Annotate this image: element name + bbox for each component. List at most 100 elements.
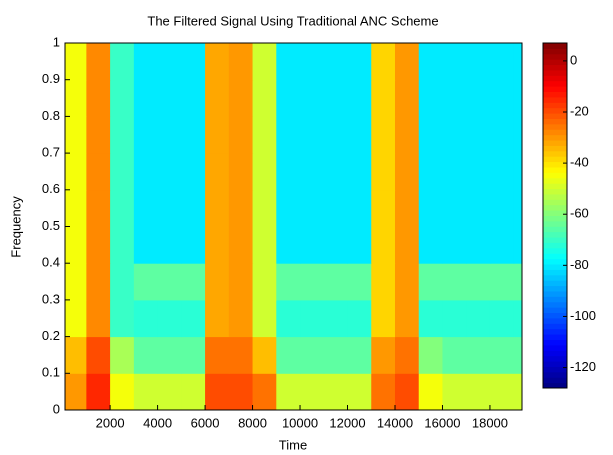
heat-cell (394, 373, 420, 411)
heat-cell (489, 79, 515, 117)
heat-cell (300, 263, 325, 301)
colorbar-swatch (543, 113, 567, 119)
heat-cell (323, 336, 349, 374)
heat-cell (466, 373, 491, 411)
heat-cell (65, 189, 87, 227)
heat-cell (181, 226, 206, 264)
x-tick-label: 4000 (143, 415, 172, 430)
heat-cell (489, 153, 515, 191)
heat-cell (323, 263, 349, 301)
colorbar-swatch (543, 301, 567, 308)
colorbar-swatch (543, 290, 567, 297)
heat-cell (442, 299, 467, 338)
colorbar-swatch (543, 129, 567, 136)
colorbar-swatch (543, 183, 567, 190)
colorbar-swatch (543, 69, 567, 76)
x-tick-label: 8000 (238, 415, 267, 430)
heat-cell (110, 373, 135, 411)
heat-cell (371, 373, 396, 411)
colorbar-swatch (543, 118, 567, 125)
y-tick-label: 0.9 (42, 71, 60, 86)
x-tick-label: 10000 (282, 415, 318, 430)
colorbar-swatch (543, 123, 567, 130)
heat-cell (110, 153, 135, 191)
heat-cell (323, 153, 349, 191)
colorbar-tick-label: -40 (570, 155, 589, 170)
heat-cell (228, 373, 254, 411)
heat-cell (513, 226, 523, 264)
heat-cell (65, 373, 87, 411)
heat-cell (489, 226, 515, 264)
heat-cell (371, 116, 396, 154)
heat-cell (300, 116, 325, 154)
colorbar-swatch (543, 210, 567, 216)
heat-cell (347, 79, 372, 117)
colorbar-swatch (543, 371, 567, 378)
heat-cell (205, 153, 230, 191)
colorbar-swatch (543, 344, 567, 351)
heat-cell (86, 226, 111, 264)
heat-cell (133, 43, 159, 81)
heat-cell (228, 189, 254, 227)
heat-cell (394, 263, 420, 301)
heat-cell (276, 226, 301, 264)
colorbar-tick-label: -120 (570, 359, 596, 374)
heat-cell (228, 43, 254, 81)
heat-cell (323, 373, 349, 411)
colorbar-swatch (543, 59, 567, 66)
heat-cell (157, 116, 182, 154)
heat-cell (181, 336, 206, 374)
heat-cell (300, 226, 325, 264)
heat-cell (86, 336, 111, 374)
heat-cell (133, 189, 159, 227)
heat-cell (371, 226, 396, 264)
heat-cell (347, 373, 372, 411)
colorbar-swatch (543, 285, 567, 292)
x-tick-label: 14000 (377, 415, 413, 430)
colorbar-tick-label: -80 (570, 257, 589, 272)
heat-cell (133, 336, 159, 374)
heat-cell (133, 373, 159, 411)
heat-cell (86, 373, 111, 411)
heat-cell (513, 43, 523, 81)
heat-cell (276, 263, 301, 301)
heat-cell (489, 299, 515, 338)
colorbar-swatch (543, 193, 567, 200)
heat-cell (65, 153, 87, 191)
heat-cell (466, 189, 491, 227)
heat-cell (371, 79, 396, 117)
heat-cell (442, 43, 467, 81)
heat-cell (65, 226, 87, 264)
heat-cell (371, 189, 396, 227)
heat-cell (110, 299, 135, 338)
heat-cell (347, 116, 372, 154)
y-tick-label: 0.5 (42, 218, 60, 233)
heat-cell (442, 116, 467, 154)
colorbar-swatch (543, 53, 567, 60)
heat-cell (205, 189, 230, 227)
heat-cell (442, 189, 467, 227)
heat-cell (181, 189, 206, 227)
colorbar-swatch (543, 307, 567, 314)
heat-cell (252, 79, 277, 117)
heat-cell (228, 299, 254, 338)
heat-cell (205, 299, 230, 338)
heat-cell (347, 226, 372, 264)
colorbar-swatch (543, 296, 567, 303)
heat-cell (181, 116, 206, 154)
heat-cell (513, 189, 523, 227)
colorbar-swatch (543, 242, 567, 249)
colorbar-swatch (543, 91, 567, 98)
heat-cell (252, 43, 277, 81)
heat-cell (347, 336, 372, 374)
heat-cell (276, 299, 301, 338)
heat-cell (323, 299, 349, 338)
colorbar-swatch (543, 220, 567, 227)
heat-cell (394, 116, 420, 154)
heat-cell (276, 189, 301, 227)
colorbar-swatch (543, 312, 567, 319)
x-tick-label: 16000 (424, 415, 460, 430)
colorbar-swatch (543, 323, 567, 330)
heat-cell (300, 153, 325, 191)
heat-cell (347, 299, 372, 338)
